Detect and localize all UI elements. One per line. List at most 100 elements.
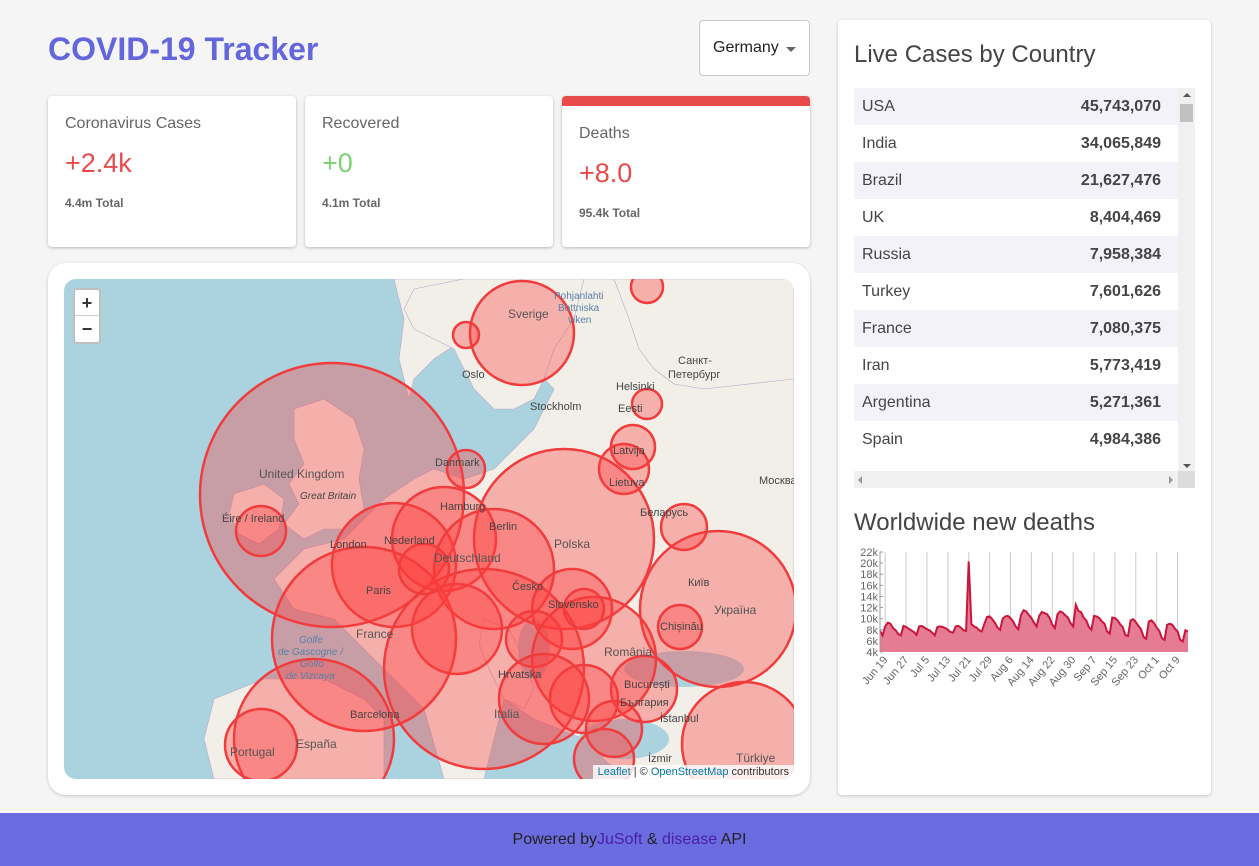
table-row: Argentina 5,271,361 (854, 384, 1178, 421)
country-cases: 8,404,469 (1089, 208, 1161, 226)
deaths-card-value: +8.0 (579, 158, 633, 188)
map-label: Sverige (508, 307, 549, 321)
deaths-card-label: Deaths (579, 125, 630, 142)
cases-card[interactable]: Coronavirus Cases +2.4k 4.4m Total (48, 96, 296, 247)
x-tick-label: Oct 1 (1136, 654, 1162, 682)
x-tick-label: Oct 9 (1157, 654, 1183, 682)
jusoft-link[interactable]: JuSoft (597, 830, 643, 848)
map-label: Polska (554, 537, 591, 551)
y-tick-label: 22k (860, 548, 878, 559)
vertical-scrollbar[interactable] (1178, 88, 1195, 471)
map-label: Україна (714, 603, 757, 617)
country-cases: 7,080,375 (1089, 319, 1161, 337)
attribution-suffix: contributors (728, 766, 789, 778)
live-cases-title: Live Cases by Country (854, 41, 1096, 68)
y-tick-label: 8k (866, 625, 878, 637)
y-tick-label: 16k (860, 580, 878, 592)
map-label: Berlin (489, 521, 518, 533)
map-label: Hrvatska (498, 669, 542, 681)
leaflet-link[interactable]: Leaflet (597, 766, 631, 778)
table-row: UK 8,404,469 (854, 199, 1178, 236)
recovered-card-value: +0 (322, 148, 353, 178)
zoom-in-button[interactable]: + (75, 290, 99, 316)
map-label: Петербург (668, 369, 721, 381)
scroll-left-icon[interactable] (858, 476, 862, 484)
map-label: Москва (759, 475, 794, 487)
scrollbar-corner (1178, 471, 1195, 488)
country-name: USA (862, 97, 895, 115)
x-tick-label: Jul 29 (967, 654, 995, 684)
map-label: Lietuva (609, 477, 645, 489)
map-label: Helsinki (616, 381, 655, 393)
deaths-card-total: 95.4k Total (579, 206, 641, 220)
map-label: Česko (512, 581, 544, 593)
country-name: Russia (862, 245, 911, 263)
scroll-right-icon[interactable] (1169, 476, 1173, 484)
map-label: Pohjanlahti (554, 291, 604, 302)
table-row: India 34,065,849 (854, 125, 1178, 162)
map-label: Беларусь (640, 507, 689, 519)
chart-title: Worldwide new deaths (854, 509, 1096, 536)
y-tick-label: 10k (860, 614, 878, 626)
map-attribution: Leaflet | © OpenStreetMap contributors (592, 765, 794, 779)
table-row: Russia 7,958,384 (854, 236, 1178, 273)
horizontal-scrollbar[interactable] (854, 471, 1178, 488)
table-row: USA 45,743,070 (854, 88, 1178, 125)
map-label: Slovensko (548, 599, 599, 611)
map-label: France (356, 627, 394, 641)
openstreetmap-link[interactable]: OpenStreetMap (650, 766, 729, 778)
map-label: Éire / Ireland (222, 513, 285, 525)
map-label: България (620, 697, 669, 709)
country-name: France (862, 319, 912, 337)
y-tick-label: 12k (860, 603, 878, 615)
map-label: İzmir (648, 753, 672, 765)
map-label: Golfe (299, 635, 323, 646)
recovered-card[interactable]: Recovered +0 4.1m Total (305, 96, 553, 247)
map-label: Latvija (613, 445, 645, 457)
scroll-up-icon[interactable] (1183, 93, 1191, 97)
country-cases: 5,773,419 (1089, 356, 1161, 374)
y-tick-label: 6k (866, 636, 878, 648)
country-select-value: Germany (713, 39, 779, 56)
map-label: Golfo (300, 659, 324, 670)
map-label: Türkiye (736, 751, 776, 765)
map-label: Chișinău (660, 621, 703, 633)
country-name: Iran (862, 356, 890, 374)
country-cases: 4,984,386 (1089, 430, 1161, 448)
live-cases-table[interactable]: USA 45,743,070 India 34,065,849 Brazil 21,627… (854, 88, 1195, 488)
map-label: București (624, 679, 670, 691)
scroll-down-icon[interactable] (1183, 464, 1191, 468)
deaths-line (879, 561, 1189, 643)
footer-amp: & (642, 830, 662, 848)
map[interactable]: Sverige Pohjanlahti Bottniska viken Oslo… (64, 279, 794, 779)
country-cases: 7,601,626 (1089, 282, 1161, 300)
map-label: Санкт- (678, 355, 712, 367)
cases-card-value: +2.4k (65, 148, 132, 178)
footer: Powered by JuSoft & disease API (0, 813, 1259, 866)
scroll-thumb[interactable] (1180, 104, 1193, 122)
map-label: Київ (688, 577, 710, 589)
country-cases: 5,271,361 (1089, 393, 1161, 411)
map-label: İstanbul (660, 713, 699, 725)
live-cases-rows: USA 45,743,070 India 34,065,849 Brazil 21,627… (854, 88, 1195, 458)
country-name: Brazil (862, 171, 903, 189)
country-name: Argentina (862, 393, 931, 411)
y-tick-label: 4k (866, 647, 878, 659)
table-row: Brazil 21,627,476 (854, 162, 1178, 199)
map-label: Danmark (435, 457, 480, 469)
map-label: Nederland (384, 535, 435, 547)
map-label: Paris (366, 585, 392, 597)
country-select[interactable]: Germany (699, 20, 810, 76)
map-label: de Vizcaya (286, 671, 335, 682)
country-name: India (862, 134, 897, 152)
map-label: Hamburg (440, 501, 486, 513)
deaths-card[interactable]: Deaths +8.0 95.4k Total (562, 96, 810, 247)
country-name: UK (862, 208, 885, 226)
cases-card-total: 4.4m Total (65, 196, 124, 210)
recovered-card-total: 4.1m Total (322, 196, 381, 210)
map-label: Stockholm (530, 401, 582, 413)
table-row: Iran 5,773,419 (854, 347, 1178, 384)
map-label: Eesti (618, 403, 643, 415)
disease-link[interactable]: disease (661, 830, 718, 848)
zoom-out-button[interactable]: − (81, 319, 93, 339)
